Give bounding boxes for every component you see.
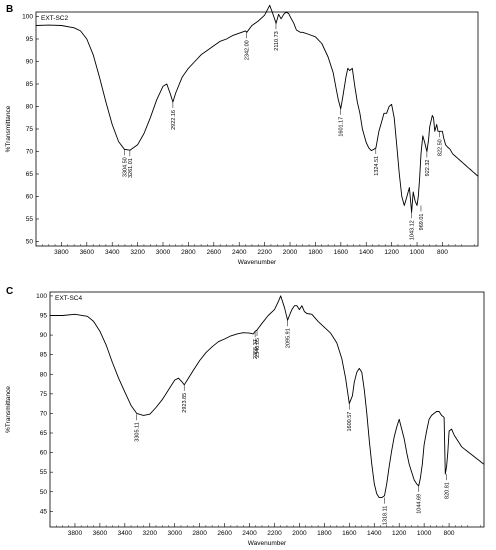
x-tick-label: 2400	[232, 249, 247, 256]
peak-label: 1043.12	[410, 220, 416, 240]
y-tick-label: 50	[40, 489, 48, 496]
y-tick-label: 95	[26, 36, 34, 43]
x-tick-label: 1000	[417, 530, 432, 537]
x-tick-label: 2000	[283, 249, 298, 256]
ir-spectrum-chart-b: EXT-SC2 50 55 60 65 70 75 80 85 90 95 100 3800 3600 34…	[5, 4, 479, 266]
y-tick-label: 65	[40, 430, 48, 437]
x-tick-label: 2400	[242, 530, 257, 537]
x-tick-label: 1400	[367, 530, 382, 537]
y-tick-label: 60	[26, 194, 34, 201]
y-tick-label: 80	[40, 371, 48, 378]
x-tick-label: 2200	[257, 249, 272, 256]
y-tick-label: 75	[26, 126, 34, 133]
x-tick-label: 3800	[54, 249, 69, 256]
peak-label: 3261.01	[128, 158, 134, 178]
x-tick-label: 3600	[80, 249, 95, 256]
x-tick-label: 2600	[207, 249, 222, 256]
x-tick-label: 3400	[118, 530, 133, 537]
y-tick-label: 85	[26, 81, 34, 88]
peak-label: 1600.57	[347, 412, 353, 432]
spectrum-line	[35, 4, 479, 213]
peak-label: 1044.69	[417, 494, 423, 514]
x-tick-label: 2200	[267, 530, 282, 537]
spectrum-line	[50, 295, 485, 499]
x-axis-label: Wavenumber	[238, 259, 277, 266]
peak-label: 2110.73	[274, 31, 280, 50]
x-tick-label: 3200	[130, 249, 145, 256]
sample-label: EXT-SC4	[55, 295, 82, 302]
y-tick-label: 100	[36, 293, 47, 300]
x-tick-label: 800	[444, 530, 455, 537]
plot-frame	[49, 291, 485, 528]
y-tick-label: 100	[22, 14, 33, 21]
x-tick-label: 3600	[93, 530, 108, 537]
x-tick-label: 1200	[384, 249, 399, 256]
peak-label: 820.81	[444, 482, 450, 499]
x-tick-label: 3200	[143, 530, 158, 537]
x-tick-label: 2800	[181, 249, 196, 256]
y-tick-label: 55	[26, 216, 34, 223]
sample-label: EXT-SC2	[41, 15, 68, 22]
y-tick-label: 50	[26, 239, 34, 246]
panel-letter: C	[6, 286, 14, 297]
x-tick-label: 2600	[217, 530, 232, 537]
y-tick-label: 60	[40, 450, 48, 457]
x-tick-label: 800	[437, 249, 448, 256]
x-tick-label: 1400	[359, 249, 374, 256]
x-tick-label: 1000	[410, 249, 425, 256]
peak-label: 822.50	[438, 139, 444, 156]
x-tick-label: 3000	[156, 249, 171, 256]
peak-label: 1324.51	[374, 156, 380, 176]
ir-spectrum-chart-c: EXT-SC4 45 50 55 60 65 70 75 80 85 90 95 100 3800 3600…	[5, 291, 485, 547]
peak-label: 2922.16	[171, 110, 177, 130]
x-tick-label: 1200	[392, 530, 407, 537]
x-tick-label: 2800	[192, 530, 207, 537]
y-tick-label: 95	[40, 313, 48, 320]
peak-label: 2355.37	[253, 339, 259, 359]
spectrum-panel-b: B EXT-SC2 50 55 60 65 70 75 80 85 90 95 100 3800 3600…	[0, 0, 496, 274]
peak-label: 3304.50	[122, 157, 128, 177]
peak-label: 1601.17	[339, 117, 345, 137]
x-tick-label: 1800	[317, 530, 332, 537]
panel-letter: B	[6, 4, 14, 15]
peak-label: 922.32	[425, 160, 431, 177]
peak-label: 2340.05	[255, 338, 261, 358]
peak-label: 1318.11	[382, 506, 388, 525]
peak-label: 2342.00	[245, 40, 251, 60]
y-tick-label: 70	[40, 410, 48, 417]
spectrum-panel-c: C EXT-SC4 45 50 55 60 65 70 75 80 85 90 95 100 3800 36…	[0, 282, 496, 550]
y-axis-label: %Transmittance	[5, 386, 12, 433]
y-tick-label: 80	[26, 104, 34, 111]
y-axis-label: %Transmittance	[5, 105, 12, 152]
x-tick-label: 3400	[105, 249, 120, 256]
peak-label: 969.01	[419, 214, 425, 231]
x-tick-label: 1800	[308, 249, 323, 256]
peak-label: 3305.11	[135, 422, 141, 441]
y-tick-label: 65	[26, 171, 34, 178]
y-tick-label: 55	[40, 469, 48, 476]
y-tick-label: 45	[40, 508, 48, 515]
y-tick-label: 90	[40, 332, 48, 339]
x-tick-label: 3800	[68, 530, 83, 537]
y-tick-label: 85	[40, 352, 48, 359]
x-tick-label: 3000	[167, 530, 182, 537]
x-axis-label: Wavenumber	[248, 540, 287, 547]
y-tick-label: 90	[26, 59, 34, 66]
peak-label: 2095.91	[285, 328, 291, 348]
peak-label: 2923.85	[182, 393, 188, 413]
x-tick-label: 1600	[334, 249, 349, 256]
y-tick-label: 70	[26, 149, 34, 156]
y-tick-label: 75	[40, 391, 48, 398]
x-tick-label: 2000	[292, 530, 307, 537]
x-tick-label: 1600	[342, 530, 357, 537]
